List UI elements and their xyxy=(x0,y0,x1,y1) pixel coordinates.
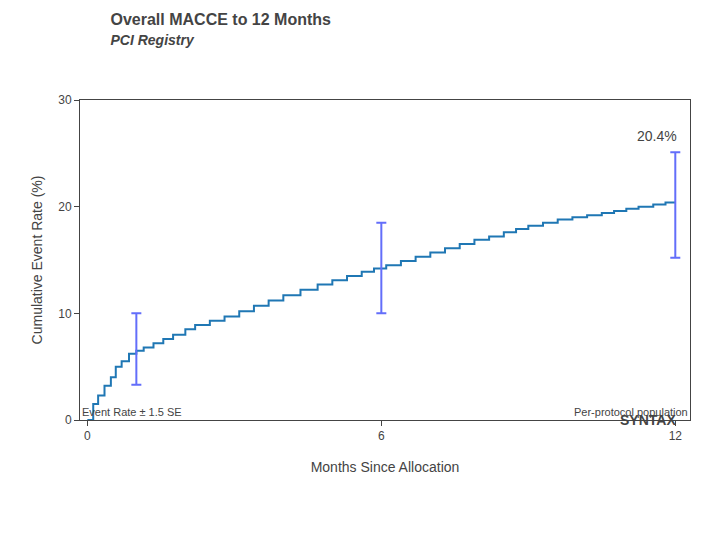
svg-text:30: 30 xyxy=(58,93,72,107)
svg-text:SYNTAX: SYNTAX xyxy=(620,412,676,428)
svg-text:12: 12 xyxy=(669,429,683,443)
svg-text:Cumulative Event Rate (%): Cumulative Event Rate (%) xyxy=(29,176,45,345)
svg-text:20: 20 xyxy=(58,200,72,214)
svg-text:Months Since Allocation: Months Since Allocation xyxy=(311,459,460,475)
svg-text:0: 0 xyxy=(65,413,72,427)
svg-text:6: 6 xyxy=(378,429,385,443)
svg-text:0: 0 xyxy=(84,429,91,443)
svg-text:20.4%: 20.4% xyxy=(637,128,677,144)
svg-text:Per-protocol population: Per-protocol population xyxy=(574,406,688,418)
svg-text:10: 10 xyxy=(58,307,72,321)
svg-text:Overall MACCE to 12 MonthsPCI: Overall MACCE to 12 MonthsPCI Registry xyxy=(111,11,332,49)
svg-text:Event Rate ± 1.5 SE: Event Rate ± 1.5 SE xyxy=(82,406,182,418)
